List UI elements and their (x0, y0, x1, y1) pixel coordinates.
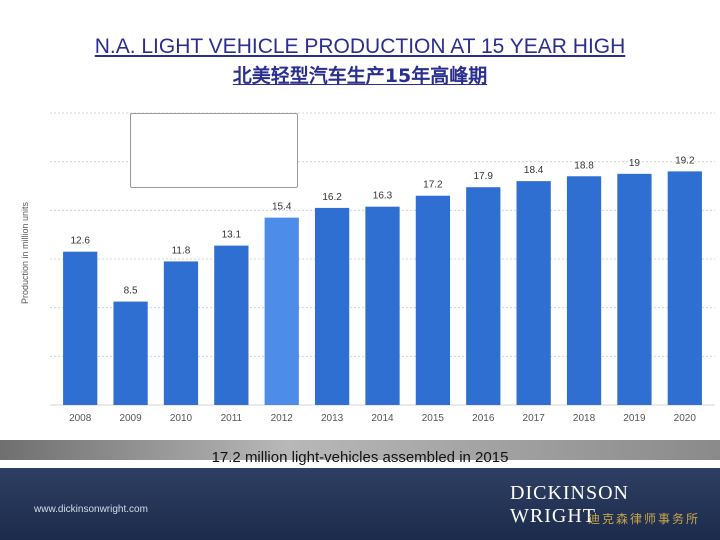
value-label-2008: 12.6 (70, 236, 90, 247)
bar-2017 (516, 181, 551, 405)
bar-2020 (667, 171, 702, 405)
logo-chinese: 迪克森律师事务所 (588, 512, 701, 526)
x-tick-labels-group: 2008 2009 2010 2011 2012 2013 2014 2015 2016 2017… (69, 413, 696, 424)
bar-2016 (466, 187, 501, 405)
bar-2019 (617, 173, 652, 405)
bar-2015 (415, 195, 451, 405)
x-tick-label-2016: 2016 (472, 413, 495, 424)
x-tick-label-2018: 2018 (573, 413, 596, 424)
value-label-2014: 16.3 (373, 191, 393, 202)
x-tick-label-2009: 2009 (119, 413, 142, 424)
y-axis-label: Production in million units (20, 201, 30, 305)
value-labels-group: 12.6 8.5 11.8 13.1 15.4 16.2 16.3 17.2 17.9 18.4 1… (70, 155, 695, 296)
company-logo: DICKINSON WRIGHT 迪克森律师事务所 (510, 482, 720, 532)
bar-2008 (63, 251, 98, 405)
bar-2010 (163, 261, 199, 405)
bar-2013 (314, 207, 350, 405)
website-link[interactable]: www.dickinsonwright.com (34, 504, 148, 515)
slide-subtitle-chinese: 北美轻型汽车生产15年高峰期 (232, 65, 488, 87)
value-label-2011: 13.1 (222, 230, 242, 241)
x-tick-label-2015: 2015 (422, 413, 445, 424)
x-tick-label-2012: 2012 (271, 413, 294, 424)
value-label-2016: 17.9 (474, 171, 494, 182)
bar-2014 (365, 206, 400, 405)
x-tick-label-2008: 2008 (69, 413, 92, 424)
logo-name: DICKINSON WRIGHT (510, 482, 629, 527)
bar-2012 (264, 217, 299, 405)
x-tick-label-2020: 2020 (674, 413, 697, 424)
value-label-2019: 19 (629, 158, 641, 169)
bar-2018 (566, 176, 602, 405)
bar-chart: 12.6 8.5 11.8 13.1 15.4 16.2 16.3 17.2 17.9 18.4 1… (50, 112, 715, 424)
bars-group (63, 171, 702, 405)
value-label-2010: 11.8 (172, 245, 191, 256)
caption-text: 17.2 million light-vehicles assembled in… (211, 449, 509, 466)
value-label-2015: 17.2 (423, 180, 443, 191)
legend-box (130, 113, 298, 188)
value-label-2013: 16.2 (322, 192, 342, 203)
x-tick-label-2017: 2017 (523, 413, 546, 424)
value-label-2009: 8.5 (124, 286, 138, 297)
bar-2009 (113, 301, 148, 405)
x-tick-label-2014: 2014 (371, 413, 394, 424)
caption-band (0, 440, 720, 460)
value-label-2020: 19.2 (675, 155, 695, 166)
footer-bar (0, 468, 720, 540)
x-tick-label-2010: 2010 (170, 413, 193, 424)
slide-title: N.A. LIGHT VEHICLE PRODUCTION AT 15 YEAR… (94, 35, 626, 58)
value-label-2012: 15.4 (272, 202, 292, 213)
value-label-2017: 18.4 (524, 165, 544, 176)
value-label-2018: 18.8 (574, 160, 594, 171)
x-tick-label-2013: 2013 (321, 413, 344, 424)
bar-2011 (214, 245, 249, 405)
x-tick-label-2019: 2019 (623, 413, 646, 424)
x-tick-label-2011: 2011 (221, 413, 243, 424)
